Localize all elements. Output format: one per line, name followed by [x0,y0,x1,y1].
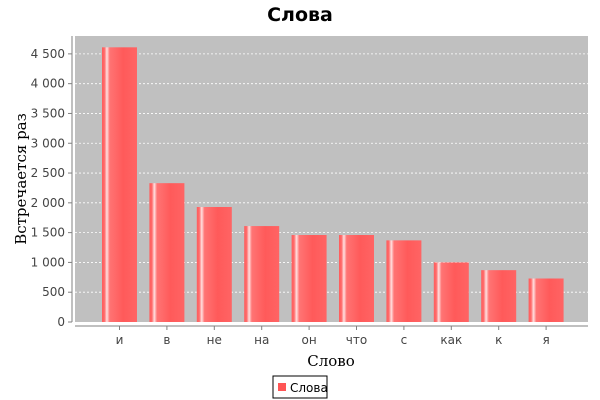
bar [149,183,185,322]
bar [291,235,327,322]
x-tick-label: к [495,333,502,347]
y-tick-label: 3 000 [31,136,65,150]
y-tick-label: 4 000 [31,77,65,91]
chart-title: Слова [267,4,333,26]
y-tick-label: 3 500 [31,106,65,120]
bars [102,47,564,323]
y-tick-label: 4 500 [31,47,65,61]
x-tick-label: в [163,333,170,347]
x-axis-ticks: и в не на он что с как к я [116,326,550,347]
x-tick-label: что [346,333,367,347]
bar [102,47,137,323]
bar [481,270,517,322]
y-axis-ticks: 0 500 1 000 1 500 2 000 2 500 3 000 3 500 4 000 4… [31,47,72,329]
y-tick-label: 1 000 [31,255,65,269]
bar [244,226,280,322]
y-axis-label: Встречается раз [12,113,30,245]
x-tick-label: с [401,333,408,347]
bar [433,262,469,322]
bar [196,207,232,322]
y-tick-label: 2 500 [31,166,65,180]
legend: Слова [272,375,328,399]
y-tick-label: 1 500 [31,226,65,240]
x-tick-label: на [254,333,269,347]
bar [528,278,564,322]
x-axis-label: Слово [307,352,355,370]
x-tick-label: как [440,333,462,347]
legend-label: Слова [290,381,328,395]
bar [339,235,374,322]
x-tick-label: и [116,333,124,347]
bar [386,240,422,322]
y-tick-label: 2 000 [31,196,65,210]
x-tick-label: не [207,333,222,347]
y-tick-label: 500 [42,285,65,299]
y-tick-label: 0 [57,315,65,329]
legend-swatch [278,383,286,391]
x-tick-label: он [302,333,317,347]
x-tick-label: я [542,333,549,347]
legend-box [272,375,328,399]
